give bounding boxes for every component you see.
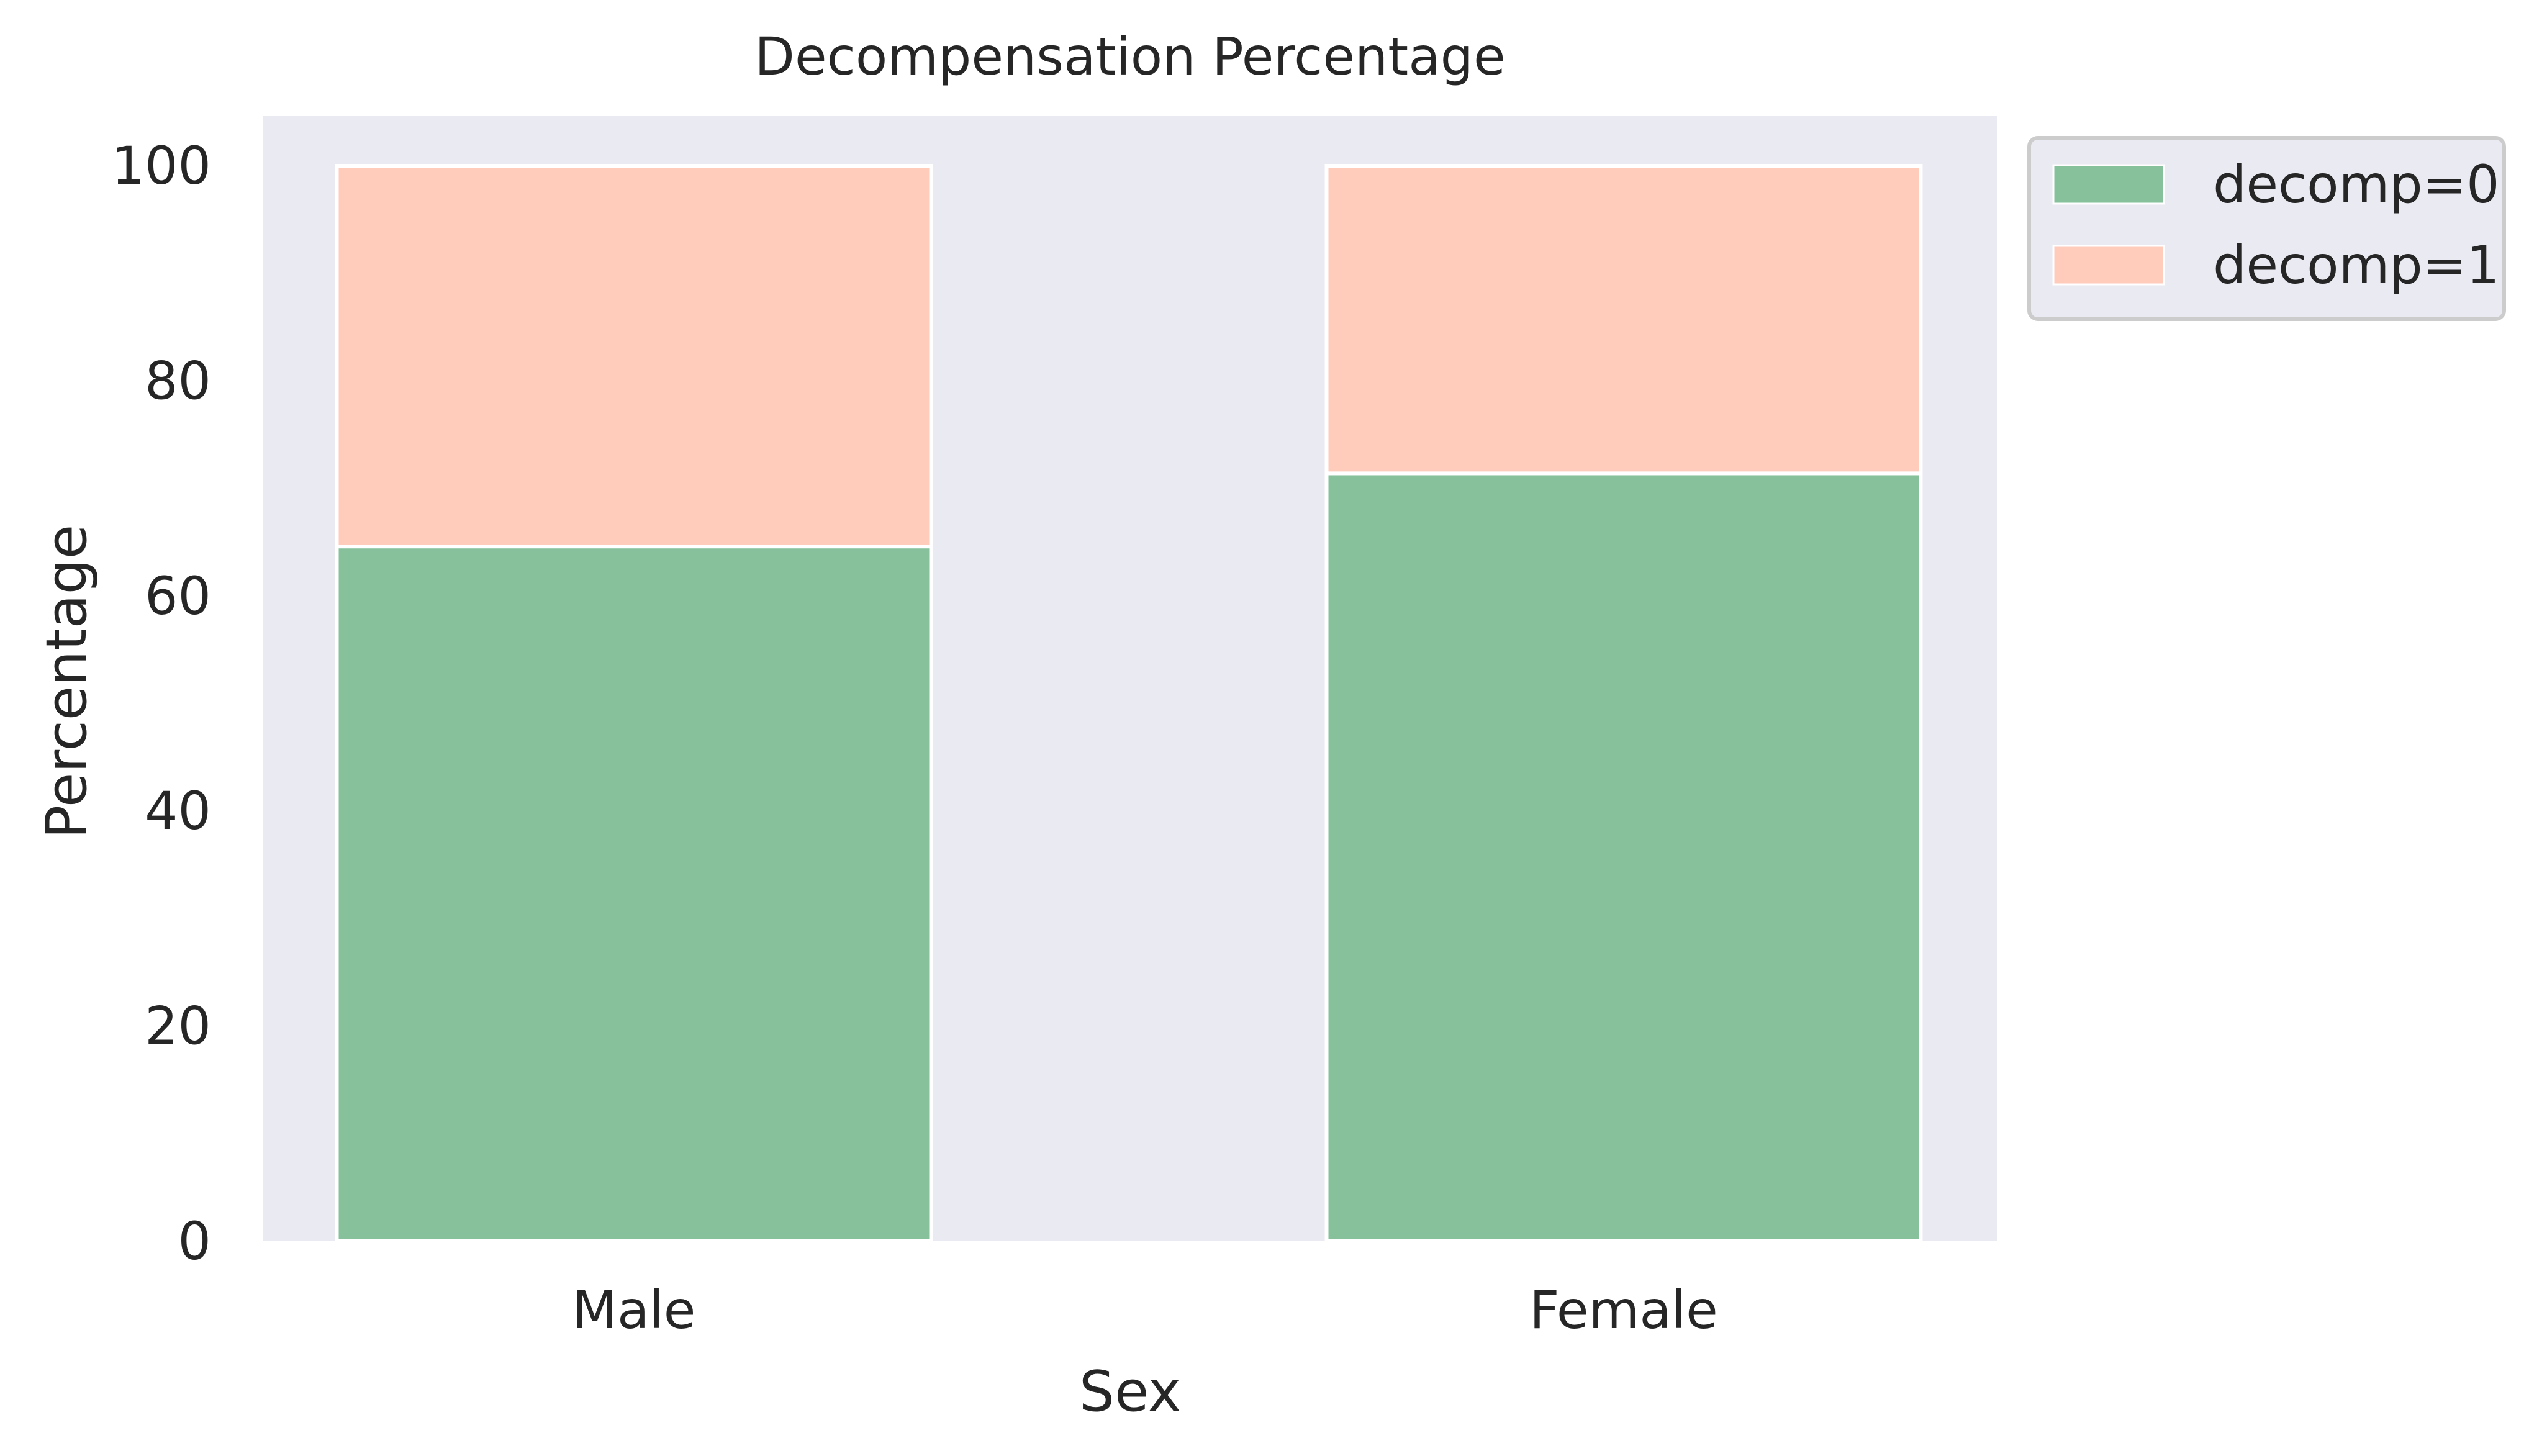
- x-tick-labels: Male Female: [572, 1280, 1718, 1341]
- bar-male-decomp-1: [335, 164, 933, 549]
- bar-male-decomp-0: [335, 545, 933, 1243]
- y-tick-label: 60: [145, 566, 211, 626]
- y-axis-label: Percentage: [34, 525, 99, 839]
- y-tick-label: 0: [178, 1211, 211, 1272]
- legend-label-decomp-1: decomp=1: [2213, 235, 2500, 296]
- y-tick-label: 100: [112, 135, 211, 196]
- legend-swatch-decomp-0: [2052, 164, 2165, 205]
- legend-swatch-decomp-1: [2052, 245, 2165, 286]
- bar-female-decomp-1: [1324, 164, 1923, 476]
- y-tick-label: 20: [145, 996, 211, 1057]
- x-tick-label: Male: [572, 1280, 696, 1341]
- bar-female-decomp-0: [1324, 471, 1923, 1243]
- legend: decomp=0 decomp=1: [2027, 136, 2506, 321]
- chart-title: Decompensation Percentage: [754, 26, 1505, 87]
- y-tick-label: 80: [145, 350, 211, 411]
- y-tick-label: 40: [145, 780, 211, 841]
- x-axis-label: Sex: [1079, 1359, 1181, 1424]
- bars-layer: [335, 164, 1923, 1243]
- y-tick-labels: 0 20 40 60 80 100: [112, 135, 211, 1272]
- x-tick-label: Female: [1529, 1280, 1718, 1341]
- legend-label-decomp-0: decomp=0: [2213, 154, 2500, 215]
